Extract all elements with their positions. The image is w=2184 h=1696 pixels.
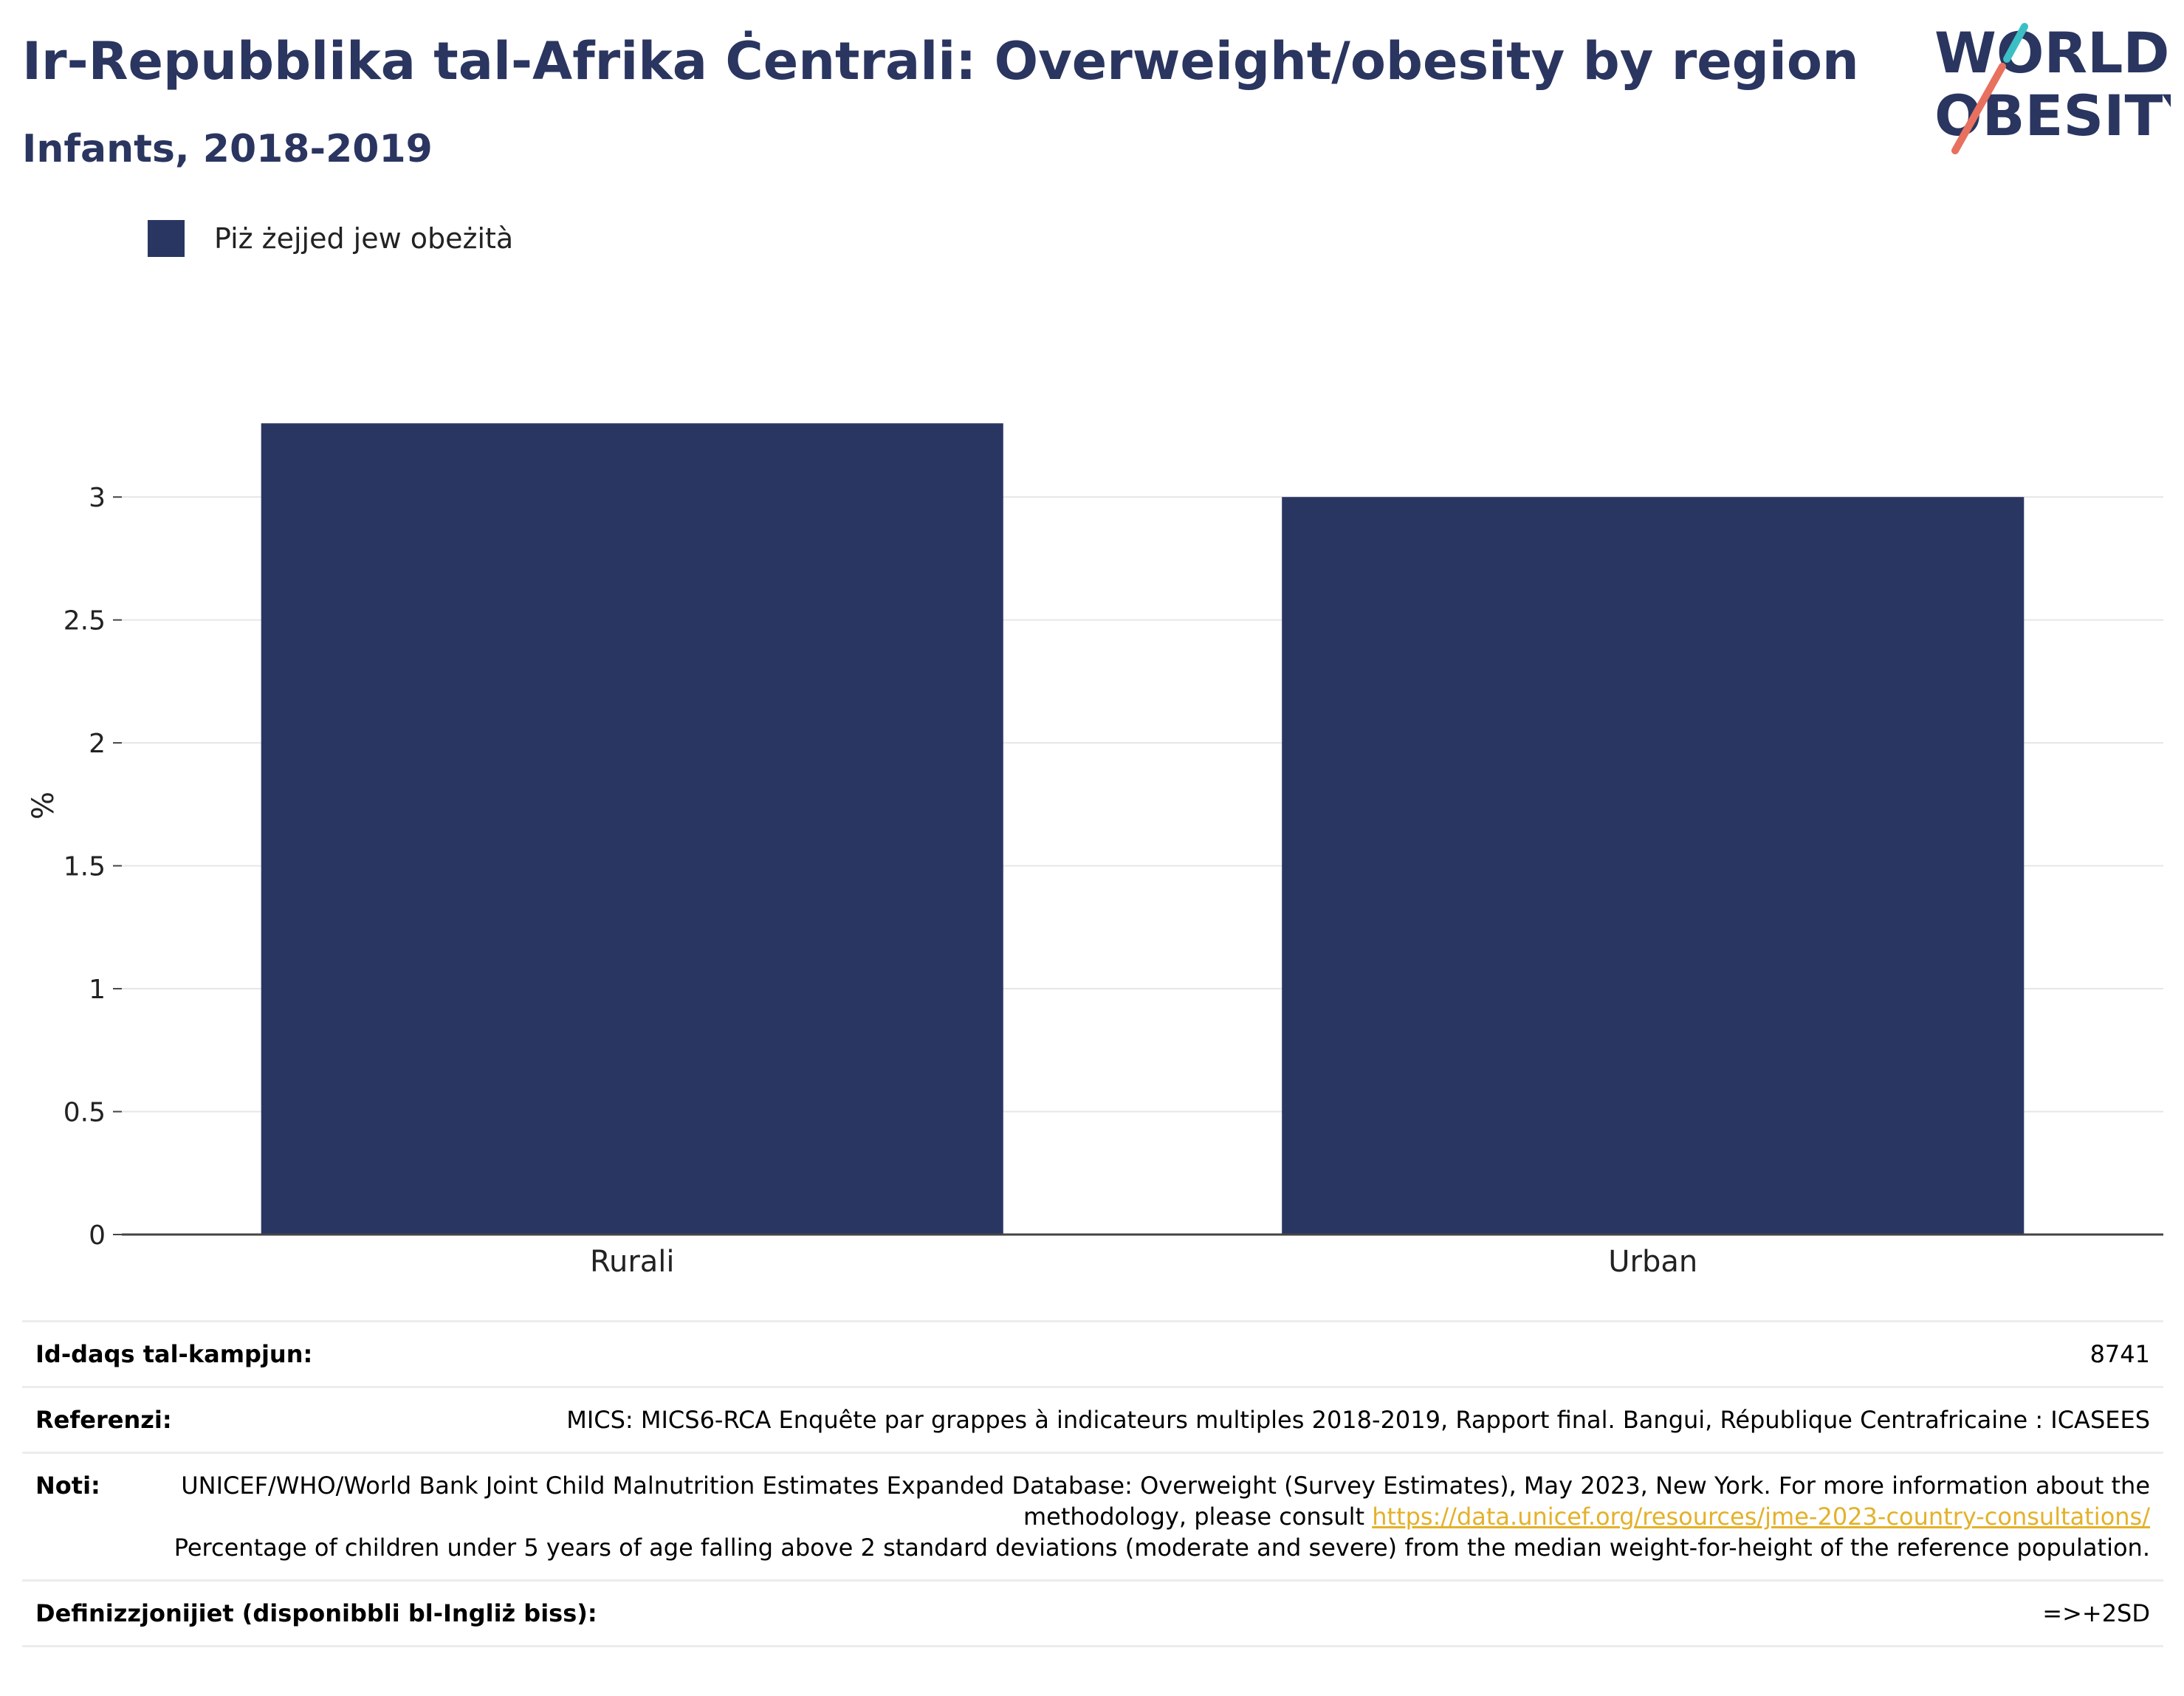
notes-label: Noti: (35, 1472, 100, 1500)
references-label: Referenzi: (35, 1406, 172, 1434)
sample-size-row: Id-daqs tal-kampjun: 8741 (22, 1322, 2163, 1388)
world-obesity-logo: WORLD OBESITY (1934, 21, 2171, 154)
methodology-link[interactable]: https://data.unicef.org/resources/jme-20… (1372, 1503, 2150, 1531)
bar-urban (1282, 497, 2025, 1235)
y-tick-label: 1 (89, 975, 106, 1005)
sample-size-label: Id-daqs tal-kampjun: (35, 1340, 313, 1368)
definitions-row: Definizzjonijiet (disponibbli bl-Ingliż … (22, 1582, 2163, 1647)
definitions-label: Definizzjonijiet (disponibbli bl-Ingliż … (35, 1599, 597, 1627)
x-category-label: Rurali (590, 1245, 675, 1279)
y-tick-label: 0 (89, 1220, 106, 1251)
notes-text-1: UNICEF/WHO/World Bank Joint Child Malnut… (181, 1472, 2150, 1531)
y-tick-label: 3 (89, 483, 106, 513)
legend-swatch (148, 220, 185, 257)
logo-slash-bottom (1951, 63, 2006, 154)
bar-rurali (261, 423, 1003, 1235)
y-tick-label: 2 (89, 729, 106, 759)
notes-text-2: Percentage of children under 5 years of … (174, 1534, 2150, 1562)
y-tick-label: 1.5 (63, 852, 106, 882)
definitions-value: =>+2SD (2042, 1599, 2150, 1627)
notes-value: UNICEF/WHO/World Bank Joint Child Malnut… (130, 1470, 2150, 1563)
legend-label: Piż żejjed jew obeżità (214, 222, 514, 255)
y-tick-label: 0.5 (63, 1098, 106, 1128)
chart-subtitle: Infants, 2018-2019 (22, 127, 433, 171)
legend: Piż żejjed jew obeżità (148, 220, 513, 257)
bar-chart: 0 0.5 1 1.5 2 2.5 3 Rurali Urban% (27, 423, 2163, 1279)
sample-size-value: 8741 (2089, 1340, 2150, 1368)
info-table: Id-daqs tal-kampjun: 8741 Referenzi: MIC… (22, 1320, 2163, 1647)
references-row: Referenzi: MICS: MICS6-RCA Enquête par g… (22, 1388, 2163, 1454)
x-category-label: Urban (1608, 1245, 1697, 1279)
y-axis-label: % (27, 792, 61, 820)
y-tick-label: 2.5 (63, 606, 106, 636)
notes-row: Noti: UNICEF/WHO/World Bank Joint Child … (22, 1454, 2163, 1582)
chart-title: Ir-Repubblika tal-Afrika Ċentrali: Overw… (22, 31, 1859, 92)
logo-slash-top (2003, 23, 2028, 63)
logo-line1: WORLD (1934, 21, 2169, 86)
references-value: MICS: MICS6-RCA Enquête par grappes à in… (566, 1406, 2150, 1434)
